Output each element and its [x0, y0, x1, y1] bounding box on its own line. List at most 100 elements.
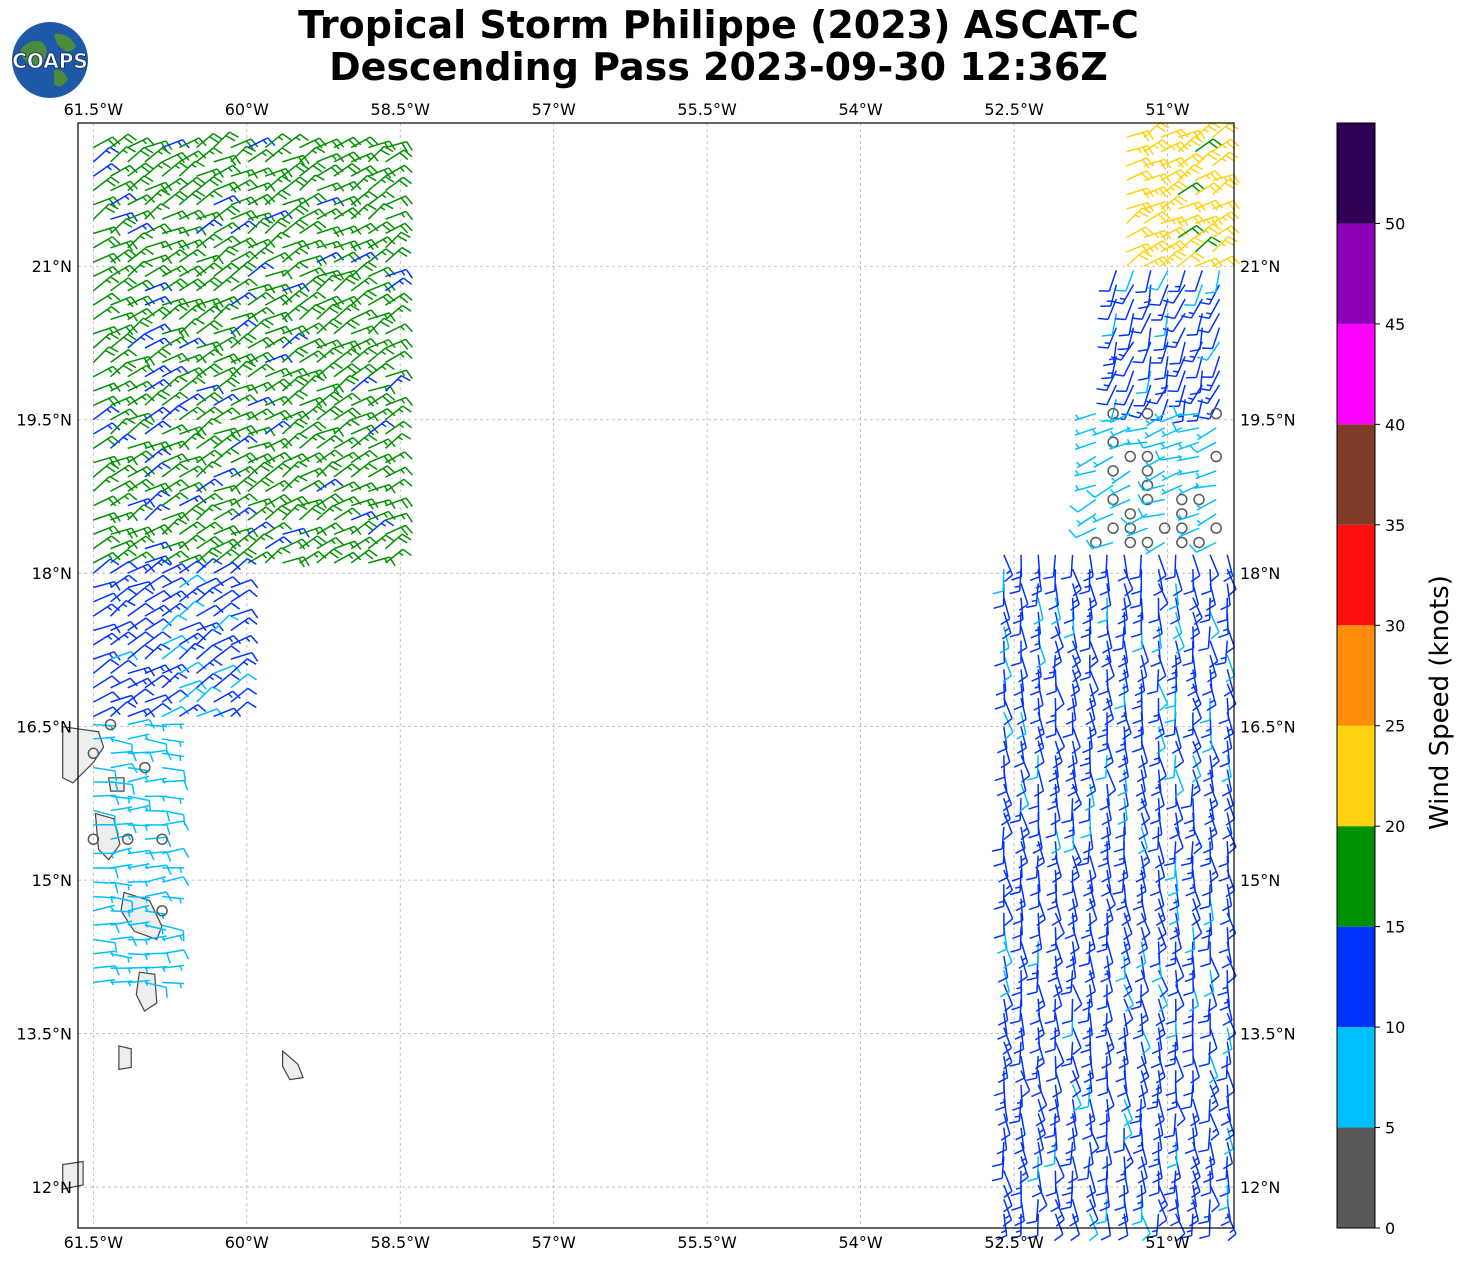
barb-flag	[295, 207, 305, 216]
barb-staff	[281, 432, 299, 449]
barb-flag	[1115, 289, 1127, 292]
wind-barb	[1209, 1113, 1220, 1141]
barb-staff	[1208, 1099, 1211, 1122]
wind-barb	[1216, 1056, 1228, 1082]
wind-barb	[1100, 399, 1118, 422]
barb-staff	[1173, 1113, 1177, 1136]
barb-staff	[161, 453, 183, 464]
wind-barb	[281, 503, 308, 521]
barb-flag	[1221, 905, 1232, 912]
barb-staff	[367, 317, 385, 335]
barb-flag	[1046, 905, 1058, 911]
wind-barb	[1157, 926, 1167, 955]
barb-half-flag	[312, 436, 318, 441]
barb-half-flag	[262, 553, 268, 559]
barb-staff	[247, 283, 270, 292]
barb-flag	[1000, 818, 1011, 826]
barb-flag	[316, 405, 326, 414]
wind-barb	[350, 347, 378, 363]
barb-staff	[213, 393, 234, 407]
barb-staff	[282, 527, 304, 536]
barb-half-flag	[348, 554, 354, 560]
barb-flag	[1061, 1034, 1073, 1039]
wind-barb	[93, 938, 118, 954]
barb-flag	[226, 208, 237, 216]
wind-barb	[316, 362, 343, 378]
barb-staff	[1124, 298, 1135, 320]
barb-flag	[128, 464, 138, 473]
wind-barb	[161, 705, 190, 718]
barb-flag	[250, 353, 259, 363]
barb-flag	[1026, 1077, 1037, 1082]
barb-staff	[1140, 783, 1148, 806]
barb-staff	[299, 498, 321, 507]
wind-barb	[1028, 783, 1040, 810]
barb-staff	[161, 297, 184, 306]
barb-flag	[233, 353, 242, 363]
wind-barb	[1061, 798, 1074, 824]
barb-staff	[1121, 284, 1135, 305]
wind-barb	[1140, 840, 1151, 869]
barb-flag	[336, 295, 345, 305]
barb-flag	[1009, 1120, 1020, 1125]
barb-half-flag	[139, 235, 146, 240]
wind-barb	[1161, 427, 1183, 438]
wind-barb	[1137, 438, 1165, 449]
barb-flag	[1175, 171, 1184, 180]
barb-staff	[1159, 455, 1182, 461]
barb-flag	[1155, 1076, 1166, 1084]
wind-barb	[127, 380, 156, 392]
wind-barb	[1220, 1098, 1232, 1126]
wind-barb	[1218, 841, 1230, 868]
barb-flag	[230, 548, 240, 557]
barb-flag	[1158, 1004, 1168, 1012]
barb-flag	[249, 466, 259, 475]
barb-staff	[350, 363, 370, 378]
barb-staff	[127, 393, 147, 407]
wind-barb	[213, 508, 241, 521]
barb-flag	[1162, 211, 1171, 220]
barb-half-flag	[276, 235, 283, 240]
barb-staff	[1071, 1156, 1079, 1178]
barb-half-flag	[191, 163, 197, 168]
barb-half-flag	[1051, 972, 1058, 976]
barb-flag	[1152, 1177, 1163, 1184]
wind-barb	[144, 348, 172, 364]
wind-barb	[1029, 869, 1041, 897]
wind-barb	[247, 148, 275, 163]
barb-flag	[1050, 1205, 1061, 1213]
wind-barb	[1178, 441, 1200, 451]
wind-barb	[92, 405, 120, 421]
barb-flag	[1138, 254, 1149, 261]
barb-flag	[265, 291, 275, 300]
barb-staff	[196, 320, 215, 335]
barb-staff	[144, 203, 162, 220]
barb-flag	[1189, 348, 1201, 353]
wind-barb	[1107, 465, 1119, 477]
barb-flag	[1029, 1020, 1040, 1026]
barb-half-flag	[160, 666, 165, 672]
barb-staff	[110, 296, 132, 306]
barb-flag	[1072, 1104, 1082, 1113]
barb-staff	[178, 521, 198, 535]
barb-staff	[196, 233, 215, 249]
barb-half-flag	[1158, 1028, 1164, 1033]
barb-flag	[399, 295, 409, 304]
wind-barb	[162, 981, 185, 989]
barb-staff	[385, 497, 407, 507]
barb-flag	[259, 220, 270, 228]
barb-staff	[281, 461, 299, 478]
barb-half-flag	[263, 285, 268, 291]
wind-barb	[178, 337, 207, 349]
barb-flag	[112, 266, 121, 275]
barb-staff	[230, 237, 251, 249]
wind-barb	[350, 411, 379, 422]
barb-flag	[1168, 919, 1180, 926]
barb-flag	[198, 265, 207, 274]
calm-circle	[156, 905, 168, 917]
barb-flag	[1191, 1176, 1201, 1184]
barb-flag	[1096, 387, 1107, 392]
wind-barb	[1153, 1113, 1164, 1141]
barb-flag	[1096, 1005, 1108, 1011]
barb-flag	[1027, 1234, 1038, 1240]
